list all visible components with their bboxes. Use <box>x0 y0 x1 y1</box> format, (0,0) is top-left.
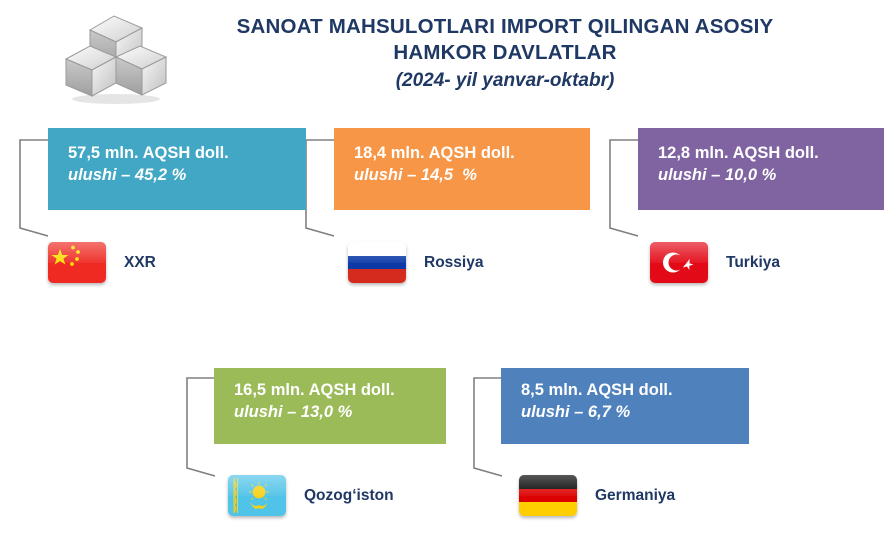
value-card-rossiya: 18,4 mln. AQSH doll. ulushi – 14,5 % <box>334 128 590 210</box>
country-label: XXR <box>124 253 156 271</box>
country-label: Rossiya <box>424 253 484 271</box>
bracket-connector-turkiya <box>606 138 644 238</box>
country-row-germaniya: Germaniya <box>519 475 675 516</box>
value-card-germaniya: 8,5 mln. AQSH doll. ulushi – 6,7 % <box>501 368 749 444</box>
title-line-1: SANOAT MAHSULOTLARI IMPORT QILINGAN ASOS… <box>236 15 774 38</box>
value-card-share: ulushi – 14,5 % <box>354 166 477 184</box>
value-card-xxr: 57,5 mln. AQSH doll. ulushi – 45,2 % <box>48 128 306 210</box>
value-card-amount: 16,5 mln. AQSH doll. <box>234 381 395 399</box>
country-row-qozogiston: Qozog‘iston <box>228 475 394 516</box>
china-flag <box>48 242 106 283</box>
kazakhstan-flag <box>228 475 286 516</box>
germany-flag <box>519 475 577 516</box>
bracket-connector-xxr <box>16 138 54 238</box>
value-card-turkiya: 12,8 mln. AQSH doll. ulushi – 10,0 % <box>638 128 884 210</box>
country-row-rossiya: Rossiya <box>348 242 483 283</box>
bracket-connector-rossiya <box>302 138 340 238</box>
value-card-share: ulushi – 13,0 % <box>234 403 353 421</box>
turkey-flag <box>650 242 708 283</box>
bracket-connector-germaniya <box>470 376 508 478</box>
title-line-2: HAMKOR DAVLATLAR <box>393 41 617 64</box>
country-label: Qozog‘iston <box>304 486 394 504</box>
country-row-xxr: XXR <box>48 242 156 283</box>
value-card-amount: 8,5 mln. AQSH doll. <box>521 381 673 399</box>
value-card-share: ulushi – 10,0 % <box>658 166 777 184</box>
value-card-amount: 18,4 mln. AQSH doll. <box>354 144 515 162</box>
page-subtitle: (2024- yil yanvar-oktabr) <box>395 70 615 91</box>
value-card-share: ulushi – 45,2 % <box>68 166 187 184</box>
country-row-turkiya: Turkiya <box>650 242 780 283</box>
country-label: Germaniya <box>595 486 676 504</box>
stacked-boxes-icon <box>58 6 170 106</box>
value-card-qozogiston: 16,5 mln. AQSH doll. ulushi – 13,0 % <box>214 368 446 444</box>
country-label: Turkiya <box>726 253 780 271</box>
value-card-amount: 57,5 mln. AQSH doll. <box>68 144 229 162</box>
value-card-share: ulushi – 6,7 % <box>521 403 631 421</box>
page-title: SANOAT MAHSULOTLARI IMPORT QILINGAN ASOS… <box>175 14 835 94</box>
value-card-amount: 12,8 mln. AQSH doll. <box>658 144 819 162</box>
bracket-connector-qozogiston <box>183 376 221 478</box>
russia-flag <box>348 242 406 283</box>
